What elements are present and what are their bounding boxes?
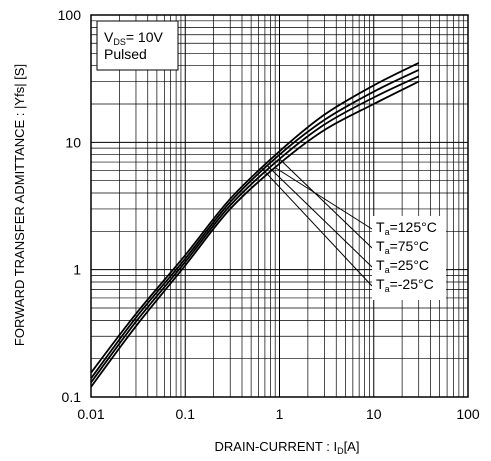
condition-vds: VDS= 10V <box>104 29 163 47</box>
series-line-125C <box>90 80 420 388</box>
legend-entry: Ta=-25°C <box>376 276 434 294</box>
x-tick-label: 0.1 <box>176 406 196 422</box>
series-line-25C <box>90 69 420 379</box>
series-line--25C <box>90 62 420 374</box>
legend-entry: Ta=25°C <box>376 257 429 275</box>
plot-frame <box>90 14 469 398</box>
y-tick-labels: 0.1 1 10 100 <box>58 7 82 405</box>
x-tick-label: 0.01 <box>77 406 104 422</box>
y-tick-label: 10 <box>65 134 81 150</box>
series-line-75C <box>90 75 420 384</box>
legend-leader-line <box>274 167 373 230</box>
x-tick-label: 1 <box>276 406 284 422</box>
y-tick-label: 0.1 <box>62 389 82 405</box>
legend-entry: Ta=75°C <box>376 238 429 256</box>
x-tick-label: 10 <box>366 406 382 422</box>
condition-pulsed: Pulsed <box>104 46 147 62</box>
legend-leader-line <box>279 158 373 249</box>
legend-entry: Ta=125°C <box>376 219 437 237</box>
y-axis-label: FORWARD TRANSFER ADMITTANCE : |Yfs| [S] <box>12 64 27 346</box>
y-tick-label: 100 <box>58 7 82 23</box>
conditions-frame <box>96 20 179 71</box>
y-tick-label: 1 <box>73 262 81 278</box>
x-tick-labels: 0.01 0.1 1 10 100 <box>77 406 480 422</box>
legend-background <box>372 216 446 300</box>
legend-leader-line <box>267 165 373 268</box>
legend-leader-line <box>261 167 373 287</box>
legend: Ta=125°CTa=75°CTa=25°CTa=-25°C <box>372 216 446 300</box>
conditions-box: VDS= 10V Pulsed <box>96 20 179 71</box>
legend-leader-lines <box>261 158 373 287</box>
x-axis-label: DRAIN-CURRENT : ID[A] <box>215 439 360 456</box>
x-tick-label: 100 <box>456 406 480 422</box>
series-lines <box>90 62 420 388</box>
